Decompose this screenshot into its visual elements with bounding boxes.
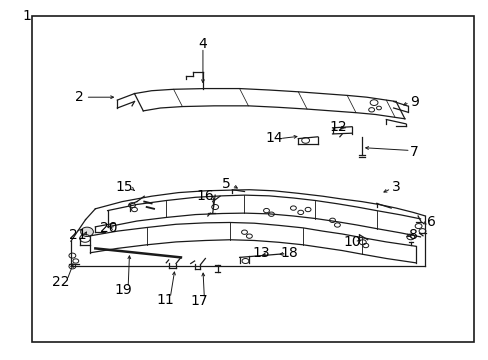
- Circle shape: [81, 227, 93, 237]
- Text: 8: 8: [408, 228, 417, 242]
- Text: 13: 13: [252, 246, 270, 260]
- Text: 5: 5: [222, 177, 230, 190]
- Text: 19: 19: [114, 283, 132, 297]
- Text: 6: 6: [426, 216, 435, 229]
- Text: 2: 2: [75, 90, 84, 104]
- Text: 11: 11: [156, 293, 174, 306]
- Text: 3: 3: [391, 180, 400, 194]
- Text: 14: 14: [264, 131, 282, 144]
- Text: 21: 21: [69, 228, 87, 242]
- Text: 1: 1: [22, 9, 31, 23]
- Text: 20: 20: [100, 221, 117, 234]
- Text: 18: 18: [280, 246, 298, 260]
- Text: 22: 22: [52, 275, 70, 288]
- Text: 4: 4: [198, 37, 207, 51]
- Text: 16: 16: [196, 189, 214, 203]
- Text: 10: 10: [343, 235, 360, 249]
- Text: 9: 9: [409, 95, 418, 108]
- Text: 12: 12: [329, 120, 346, 134]
- Text: 7: 7: [409, 145, 418, 159]
- Text: 17: 17: [190, 294, 208, 307]
- Text: 15: 15: [116, 180, 133, 194]
